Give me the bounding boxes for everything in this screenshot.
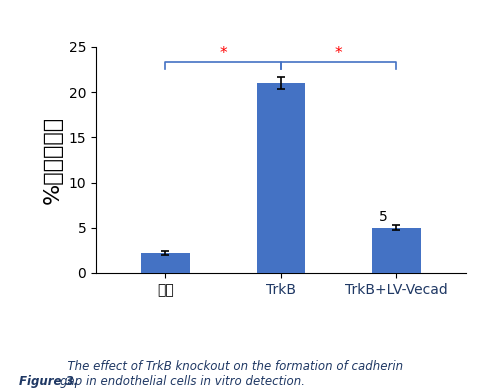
Bar (141, 253, 190, 273)
Text: The effect of TrkB knockout on the formation of cadherin
gap in endothelial cell: The effect of TrkB knockout on the forma… (60, 360, 403, 388)
Text: Figure 3.: Figure 3. (19, 375, 78, 388)
Text: *: * (335, 46, 342, 61)
Text: 5: 5 (379, 210, 388, 224)
Y-axis label: %空隙形成率: %空隙形成率 (43, 116, 63, 204)
Text: *: * (219, 46, 227, 61)
Bar (372, 228, 420, 273)
Bar (256, 83, 305, 273)
